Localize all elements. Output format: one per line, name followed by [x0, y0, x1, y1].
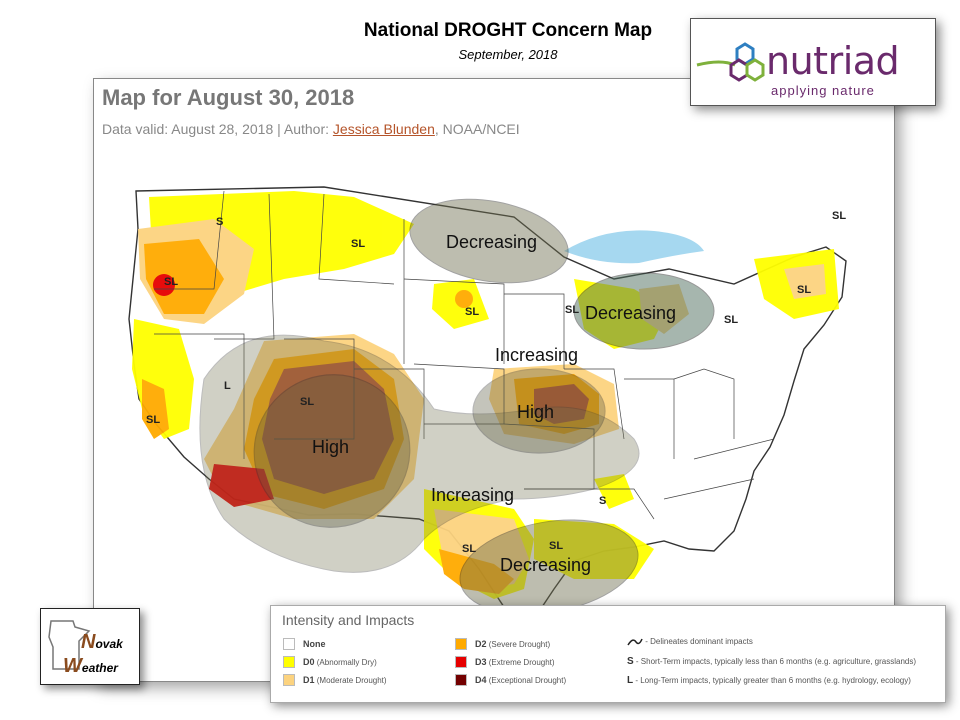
legend-title: Intensity and Impacts [282, 612, 415, 628]
legend-impact-text: - Long-Term impacts, typically greater t… [635, 676, 911, 685]
legend-swatch [455, 638, 467, 650]
overlay-greatlakes-decreasing [573, 272, 715, 350]
impact-marker: S [216, 216, 223, 228]
impact-marker: S [599, 495, 606, 507]
map-meta: Data valid: August 28, 2018 | Author: Je… [102, 121, 520, 137]
impact-marker: SL [549, 540, 563, 552]
concern-overlays [199, 198, 715, 615]
page-title: National DROGHT Concern Map [363, 20, 653, 41]
impact-markers: S SL SL SL L SL SL SL SL SL S SL SL SL [146, 210, 846, 555]
badge-cap-2: W [63, 655, 82, 677]
badge-line-1: Novak [81, 631, 123, 654]
impact-marker: L [224, 380, 231, 392]
overlay-west-increasing [199, 334, 640, 573]
legend-impact-long: L - Long-Term impacts, typically greater… [627, 675, 911, 686]
legend-swatch [455, 674, 467, 686]
logo-wordmark: nutriad [766, 39, 900, 83]
legend-code: D2 [475, 639, 487, 649]
impact-line-icon [627, 638, 643, 646]
badge-cap-1: N [81, 631, 96, 653]
logo-tagline: applying nature [771, 83, 875, 98]
impact-marker: SL [797, 284, 811, 296]
legend-text: (Severe Drought) [488, 640, 551, 649]
meta-suffix: , NOAA/NCEI [434, 121, 520, 137]
impact-marker: SL [351, 238, 365, 250]
impact-marker: SL [146, 414, 160, 426]
region-label: Increasing [431, 485, 514, 505]
badge-word-1: ovak [95, 637, 123, 651]
overlay-west-high [253, 374, 411, 528]
legend-text: (Abnormally Dry) [316, 658, 377, 667]
minnesota-outline-icon [48, 620, 91, 670]
impact-marker: SL [300, 396, 314, 408]
meta-prefix: Data valid: August 28, 2018 | Author: [102, 121, 333, 137]
page-subtitle: September, 2018 [458, 47, 558, 62]
legend-impact-text: - Short-Term impacts, typically less tha… [635, 657, 917, 666]
legend-impact-short: S - Short-Term impacts, typically less t… [627, 656, 916, 667]
impact-marker: SL [465, 306, 479, 318]
impact-marker: SL [565, 304, 579, 316]
legend-swatch [283, 674, 295, 686]
legend-impact-key: L [627, 675, 634, 686]
drought-map-panel: S SL SL SL L SL SL SL SL SL S SL SL SL D… [93, 78, 895, 682]
impact-marker: SL [832, 210, 846, 222]
region-label: Decreasing [585, 303, 676, 323]
badge-line-2: Weather [63, 655, 118, 678]
legend-text: (Extreme Drought) [488, 658, 555, 667]
legend-text: (Moderate Drought) [316, 676, 387, 685]
region-label: Decreasing [500, 555, 591, 575]
map-heading: Map for August 30, 2018 [102, 85, 355, 110]
legend-code: D4 [475, 675, 487, 685]
legend-swatch [455, 656, 467, 668]
nutriad-logo: nutriad applying nature [690, 18, 936, 106]
region-labels: Decreasing Decreasing Increasing High Hi… [312, 232, 676, 575]
lake-superior [564, 230, 704, 264]
legend-code: D0 [303, 657, 315, 667]
region-label: Increasing [495, 345, 578, 365]
logo-hex-icon [696, 42, 765, 82]
impact-marker: SL [462, 543, 476, 555]
author-link[interactable]: Jessica Blunden [332, 121, 435, 137]
region-label: High [312, 437, 349, 457]
legend-swatch [283, 656, 295, 668]
novak-weather-badge: Novak Weather [40, 608, 140, 685]
legend-code: None [303, 639, 326, 649]
legend-impact-text: - Delineates dominant impacts [645, 637, 753, 647]
impact-marker: SL [724, 314, 738, 326]
legend-impact-key: S [627, 656, 634, 667]
legend-impact-delineate: - Delineates dominant impacts [627, 637, 753, 647]
region-label: High [517, 402, 554, 422]
drought-map: S SL SL SL L SL SL SL SL SL S SL SL SL D… [128, 186, 847, 620]
state-boundaries [154, 190, 775, 520]
overlay-north-decreasing [409, 198, 569, 284]
impact-marker: SL [164, 276, 178, 288]
legend-text: (Exceptional Drought) [488, 676, 567, 685]
legend-swatch [283, 638, 295, 650]
map-legend: Intensity and Impacts None D0 (Abnormall… [270, 605, 946, 703]
legend-code: D3 [475, 657, 487, 667]
overlay-midwest-high [472, 368, 606, 454]
badge-word-2: eather [81, 661, 118, 675]
region-label: Decreasing [446, 232, 537, 252]
legend-code: D1 [303, 675, 315, 685]
